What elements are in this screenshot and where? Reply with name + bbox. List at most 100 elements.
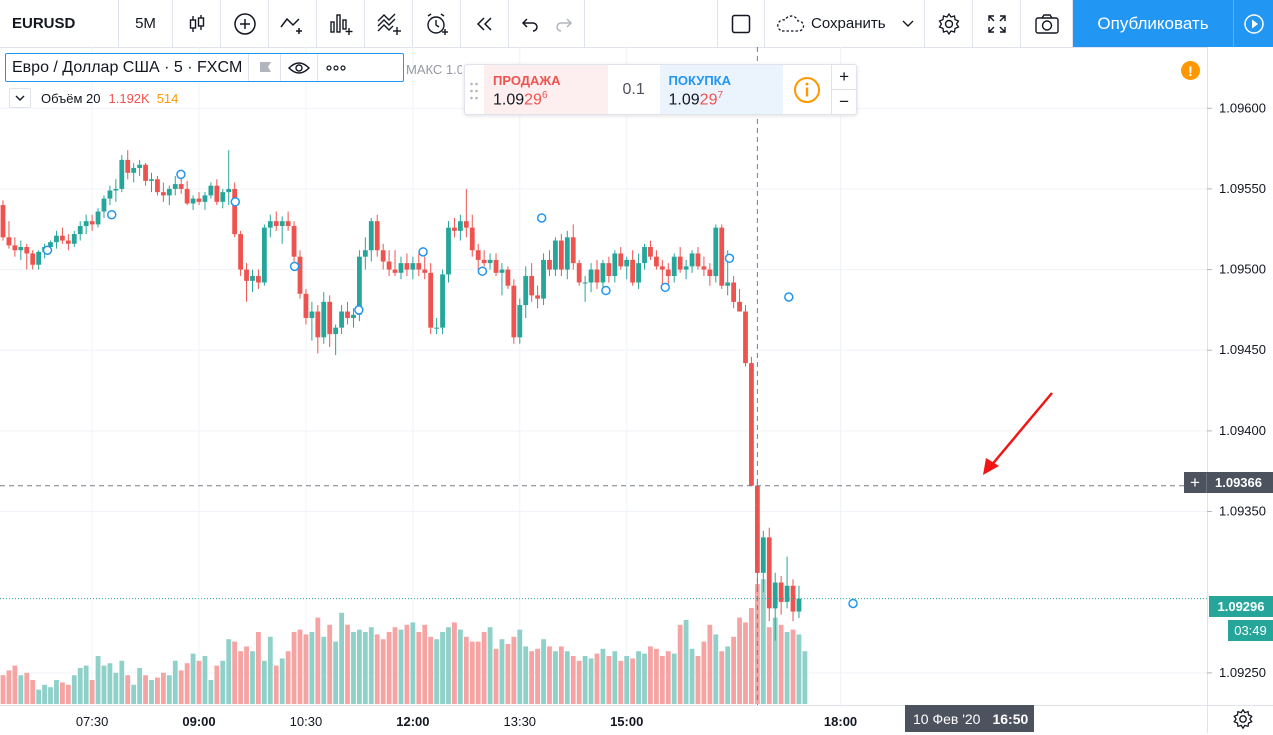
symbol-label: EURUSD — [12, 15, 76, 32]
candle-body — [291, 226, 297, 257]
candles-style-button[interactable] — [173, 0, 221, 47]
candle-body — [155, 179, 160, 193]
candle-body — [457, 221, 463, 231]
candle-body — [238, 234, 243, 270]
drag-handle[interactable] — [469, 81, 479, 101]
volume-bar — [380, 639, 386, 704]
compare-add-button[interactable] — [221, 0, 269, 47]
financials-button[interactable] — [317, 0, 365, 47]
price-tick-label: 1.09350 — [1219, 504, 1266, 519]
volume-bar — [345, 624, 350, 704]
volume-bar — [351, 632, 356, 704]
replay-button[interactable] — [461, 0, 509, 47]
candle-body — [743, 311, 748, 364]
templates-button[interactable] — [365, 0, 413, 47]
candle-body — [713, 227, 719, 277]
decrease-quantity-button[interactable]: − — [839, 92, 849, 111]
candle-body — [790, 585, 796, 612]
volume-bar — [654, 648, 659, 704]
volume-bar — [606, 656, 612, 704]
candle-body — [618, 253, 624, 267]
volume-bar — [671, 653, 677, 704]
more-button[interactable] — [317, 54, 354, 81]
toolbar-spacer — [585, 0, 717, 47]
volume-bar — [600, 648, 606, 704]
candle-body — [166, 188, 172, 196]
gear-icon — [1233, 708, 1253, 730]
candle-body — [285, 221, 291, 227]
volume-bar — [570, 656, 576, 704]
volume-bar — [695, 656, 701, 704]
sell-button[interactable]: ПРОДАЖА 1.09296 — [484, 65, 608, 114]
candle-body — [368, 221, 374, 251]
crosshair-time-label: 16:50 — [992, 710, 1029, 727]
volume-bar — [683, 620, 689, 704]
undo-redo-group — [509, 0, 585, 47]
candle-body — [362, 250, 368, 257]
collapse-button[interactable] — [9, 88, 31, 108]
volume-bar — [143, 675, 148, 704]
screenshot-button[interactable] — [1021, 0, 1073, 47]
symbol-search[interactable]: EURUSD — [0, 0, 119, 47]
interval-button[interactable]: 5M — [119, 0, 173, 47]
volume-bar — [564, 651, 570, 704]
candle-body — [612, 253, 618, 277]
volume-bar — [725, 646, 731, 704]
chevron-down-icon — [902, 20, 914, 27]
alert-indicator[interactable]: ! — [1181, 61, 1200, 80]
top-toolbar: EURUSD 5M Сохранить Опубликовать — [0, 0, 1273, 48]
indicators-button[interactable] — [269, 0, 317, 47]
info-button[interactable] — [783, 65, 831, 114]
volume-bar — [707, 624, 713, 704]
time-tick-label: 10:30 — [290, 714, 323, 729]
info-icon — [794, 76, 821, 103]
fullscreen-rect-button[interactable] — [717, 0, 765, 47]
candle-body — [428, 272, 434, 328]
event-marker — [289, 261, 300, 272]
volume-bar — [333, 641, 339, 704]
annotation-arrow-shaft — [989, 392, 1053, 468]
event-marker — [536, 213, 547, 223]
drag-dots-icon — [470, 82, 478, 100]
candle-body — [386, 261, 392, 270]
fullscreen-button[interactable] — [973, 0, 1021, 47]
candle-body — [469, 227, 475, 251]
candle-body — [475, 250, 481, 260]
redo-icon[interactable] — [553, 15, 575, 33]
volume-bar — [398, 629, 404, 704]
candle-body — [434, 327, 440, 329]
alert-button[interactable] — [413, 0, 461, 47]
play-button[interactable] — [1233, 0, 1273, 47]
save-button[interactable]: Сохранить — [765, 0, 925, 47]
candle-body — [446, 227, 451, 275]
volume-bar — [790, 629, 796, 704]
volume-ma-value: 514 — [156, 90, 179, 106]
candle-body — [208, 185, 214, 196]
volume-bar — [446, 627, 451, 704]
crosshair-date-label: 10 Фев '20 — [913, 710, 981, 727]
candle-body — [333, 327, 339, 335]
candle-body — [303, 293, 309, 318]
sell-price-main: 1.09 — [493, 91, 525, 109]
axis-settings-button[interactable] — [1232, 708, 1254, 730]
volume-bar — [636, 651, 641, 704]
candle-body — [374, 221, 380, 251]
undo-icon[interactable] — [519, 15, 541, 33]
increase-quantity-button[interactable]: + — [832, 65, 856, 90]
buy-button[interactable]: ПОКУПКА 1.09297 — [659, 65, 784, 114]
volume-bar — [493, 648, 499, 704]
flag-button[interactable] — [248, 54, 280, 81]
price-tick-label: 1.09250 — [1219, 665, 1266, 680]
symbol-legend[interactable]: Евро / Доллар США · 5 · FXCM — [5, 53, 404, 82]
time-tick-label: 15:00 — [610, 714, 643, 729]
hide-button[interactable] — [280, 54, 317, 81]
settings-button[interactable] — [925, 0, 973, 47]
publish-button[interactable]: Опубликовать — [1073, 0, 1233, 47]
candle-body — [416, 263, 422, 270]
candle-body — [83, 221, 89, 227]
candle-body — [143, 164, 148, 181]
price-chart[interactable]: 1.09600 1.09550 1.09500 1.09450 1.09400 1.093… — [0, 47, 1273, 733]
volume-bar — [362, 632, 368, 704]
quantity-field[interactable]: 0.1 — [622, 80, 645, 98]
price-tick-label: 1.09400 — [1219, 423, 1266, 438]
